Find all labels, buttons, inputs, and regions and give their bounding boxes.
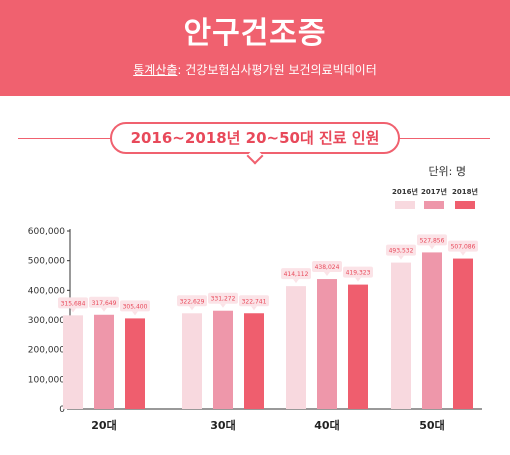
y-tick-label: 300,000 [28, 316, 65, 326]
data-label: 493,532 [389, 248, 414, 255]
data-label: 507,086 [451, 244, 476, 251]
bar [63, 315, 83, 409]
data-label-box [343, 266, 373, 278]
unit-label: 단위: 명 [428, 165, 466, 178]
data-label-box [386, 244, 416, 256]
legend-label-2016: 2016년 [392, 188, 418, 196]
y-tick-label: 400,000 [28, 286, 65, 296]
data-label-pointer [132, 311, 138, 316]
bar [391, 262, 411, 409]
data-label-pointer [429, 245, 435, 250]
data-label-box [239, 295, 269, 307]
y-tick-label: 600,000 [28, 227, 65, 237]
data-label-pointer [324, 272, 330, 277]
data-label-pointer [101, 307, 107, 312]
category-label: 20대 [91, 418, 116, 432]
data-label-pointer [189, 306, 195, 311]
data-label-pointer [220, 303, 226, 308]
data-label-box [58, 297, 88, 309]
source-note: 통계산출: 건강보험심사평가원 보건의료빅데이터 [0, 61, 510, 78]
data-label-box [417, 234, 447, 246]
data-label-box [312, 261, 342, 273]
data-label-box [177, 295, 207, 307]
bar [213, 310, 233, 409]
data-label: 322,741 [242, 298, 267, 305]
data-label-pointer [398, 255, 404, 260]
data-label: 317,649 [92, 300, 117, 307]
bar [94, 314, 114, 409]
bar [244, 313, 264, 409]
page-title: 안구건조증 [183, 16, 327, 51]
data-label-box [120, 300, 150, 312]
data-label-pointer [293, 279, 299, 284]
data-label: 438,024 [315, 264, 340, 271]
data-label: 305,400 [123, 303, 148, 310]
legend-swatch-2017 [424, 201, 444, 209]
category-label: 30대 [210, 418, 235, 432]
y-tick-label: 100,000 [28, 375, 65, 385]
source-text: : 건강보험심사평가원 보건의료빅데이터 [177, 63, 377, 77]
data-label: 419,323 [346, 270, 371, 277]
bar [348, 284, 368, 409]
y-tick-label: 0 [59, 405, 65, 415]
data-label-pointer [251, 306, 257, 311]
y-tick-label: 200,000 [28, 346, 65, 356]
header-bar: 안구건조증 통계산출: 건강보험심사평가원 보건의료빅데이터 [0, 0, 510, 96]
data-label: 322,629 [180, 298, 205, 305]
bar [317, 279, 337, 409]
data-label-box [208, 292, 238, 304]
data-label-pointer [70, 308, 76, 313]
y-tick-label: 500,000 [28, 257, 65, 267]
data-label-box [281, 268, 311, 280]
bar [286, 286, 306, 409]
data-label: 414,112 [284, 271, 309, 278]
bar [453, 258, 473, 409]
data-label-box [448, 240, 478, 252]
data-label: 315,684 [61, 300, 86, 307]
category-label: 50대 [419, 418, 444, 432]
bar [125, 318, 145, 409]
data-label: 331,272 [211, 296, 236, 303]
legend-swatch-2018 [455, 201, 475, 209]
legend-label-2017: 2017년 [421, 188, 447, 196]
data-label-box [89, 296, 119, 308]
legend-swatch-2016 [395, 201, 415, 209]
bar [182, 313, 202, 409]
legend-label-2018: 2018년 [452, 188, 478, 196]
data-label-pointer [355, 277, 361, 282]
source-label: 통계산출 [133, 63, 178, 77]
bar [422, 252, 442, 409]
category-label: 40대 [314, 418, 339, 432]
data-label: 527,856 [420, 237, 445, 244]
data-label-pointer [460, 251, 466, 256]
